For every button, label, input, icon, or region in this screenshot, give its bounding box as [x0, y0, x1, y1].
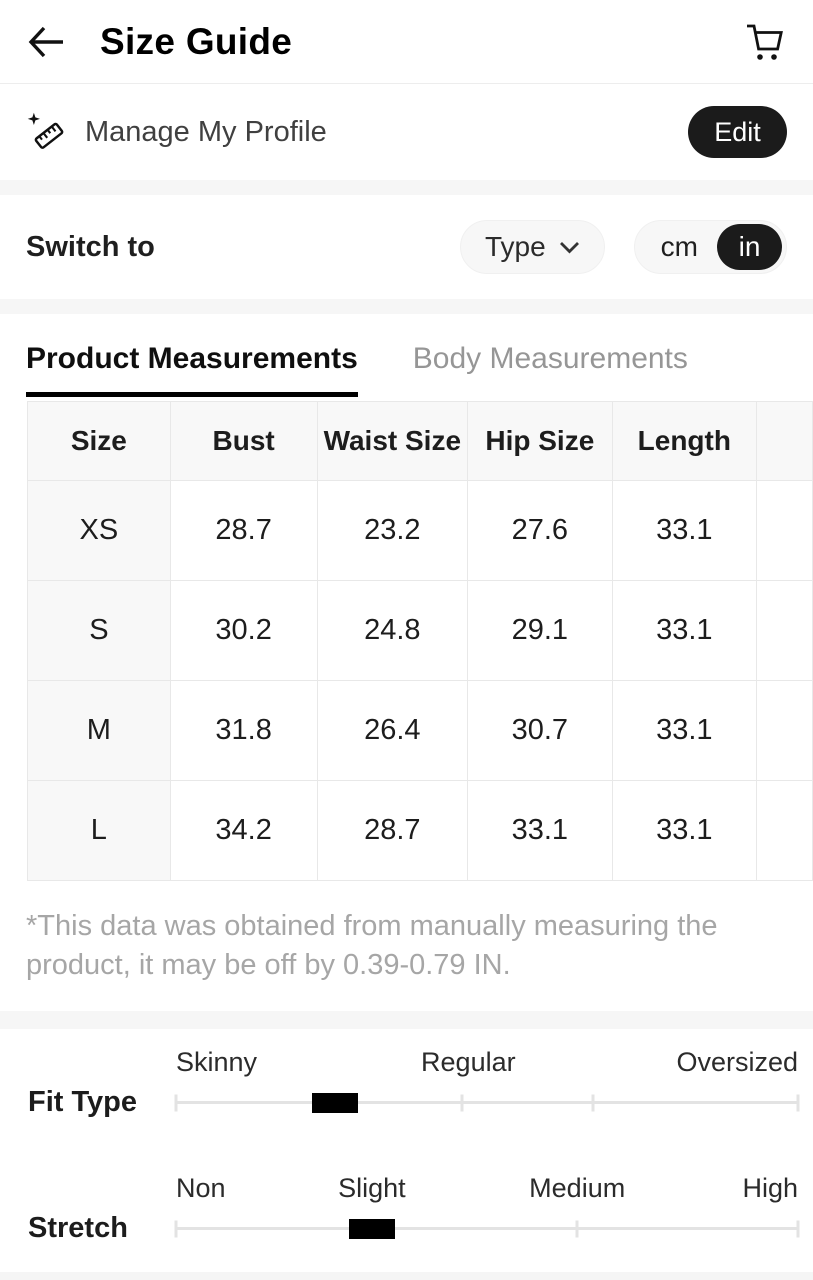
table-header-row: Size Bust Waist Size Hip Size Length: [27, 401, 813, 481]
cell-clipped: [755, 580, 813, 681]
tab-product-measurements[interactable]: Product Measurements: [26, 342, 358, 397]
fit-info-section: Fit Type Skinny Regular Oversized Str: [0, 1029, 813, 1251]
track-tick: [174, 1094, 178, 1112]
col-header-bust: Bust: [169, 401, 318, 481]
unit-option-in-selected[interactable]: in: [717, 224, 782, 270]
cell-value: 33.1: [611, 680, 757, 781]
cell-value: 27.6: [467, 480, 613, 581]
tab-body-measurements[interactable]: Body Measurements: [412, 342, 688, 375]
col-header-length: Length: [611, 401, 757, 481]
size-label: M: [27, 680, 171, 781]
cell-clipped: [755, 780, 813, 881]
fit-option-skinny: Skinny: [176, 1047, 258, 1077]
cell-value: 30.2: [169, 580, 318, 681]
cell-value: 24.8: [316, 580, 469, 681]
cell-clipped: [755, 480, 813, 581]
track-tick: [575, 1220, 579, 1238]
measuring-ruler-icon: [26, 111, 68, 153]
col-header-hip: Hip Size: [467, 401, 613, 481]
table-row: S 30.2 24.8 29.1 33.1: [27, 580, 813, 681]
stretch-track: [174, 1207, 800, 1251]
cell-value: 34.2: [169, 780, 318, 881]
stretch-indicator: [348, 1219, 395, 1239]
table-row: M 31.8 26.4 30.7 33.1: [27, 680, 813, 781]
stretch-option-slight: Slight: [338, 1173, 406, 1203]
col-header-waist: Waist Size: [316, 401, 469, 481]
cell-value: 23.2: [316, 480, 469, 581]
back-button[interactable]: [26, 24, 66, 60]
measurement-tabs: Product Measurements Body Measurements: [0, 314, 813, 397]
fit-option-regular: Regular: [421, 1047, 516, 1077]
size-table-wrap: Size Bust Waist Size Hip Size Length XS …: [27, 401, 813, 881]
fit-option-oversized: Oversized: [676, 1047, 798, 1077]
stretch-label: Stretch: [28, 1212, 128, 1244]
cell-value: 26.4: [316, 680, 469, 781]
shopping-cart-icon: [739, 19, 785, 65]
section-divider: [0, 180, 813, 195]
size-label: L: [27, 780, 171, 881]
stretch-option-non: Non: [176, 1173, 226, 1203]
track-tick: [796, 1094, 800, 1112]
col-header-clipped: [755, 401, 813, 481]
stretch-slider: Stretch Non Slight Medium High: [0, 1171, 813, 1251]
type-dropdown-label: Type: [484, 231, 546, 262]
unit-toggle[interactable]: cm in: [633, 220, 787, 274]
table-row: L 34.2 28.7 33.1 33.1: [27, 780, 813, 881]
fit-type-track: [174, 1081, 800, 1125]
manage-profile-label: Manage My Profile: [85, 115, 327, 148]
cell-value: 28.7: [316, 780, 469, 881]
cell-value: 30.7: [467, 680, 613, 781]
fit-type-label: Fit Type: [28, 1086, 138, 1118]
cell-value: 28.7: [169, 480, 318, 581]
type-dropdown[interactable]: Type: [459, 220, 605, 274]
edit-profile-button[interactable]: Edit: [688, 106, 787, 158]
stretch-option-high: High: [742, 1173, 798, 1203]
cell-clipped: [755, 680, 813, 781]
size-table: Size Bust Waist Size Hip Size Length XS …: [27, 401, 813, 881]
page-title: Size Guide: [100, 20, 293, 62]
manage-profile-row: Manage My Profile Edit: [0, 84, 813, 180]
bottom-divider: [0, 1272, 813, 1280]
fit-type-indicator: [311, 1093, 358, 1113]
track-tick: [460, 1094, 464, 1112]
section-divider: [0, 299, 813, 314]
switch-to-label: Switch to: [26, 230, 155, 263]
track-tick: [591, 1094, 595, 1112]
cell-value: 29.1: [467, 580, 613, 681]
arrow-left-icon: [27, 25, 65, 59]
switch-to-row: Switch to Type cm in: [0, 195, 813, 299]
size-label: XS: [27, 480, 171, 581]
measurement-disclaimer: *This data was obtained from manually me…: [26, 910, 718, 981]
cell-value: 33.1: [611, 480, 757, 581]
table-row: XS 28.7 23.2 27.6 33.1: [27, 480, 813, 581]
cell-value: 33.1: [611, 780, 757, 881]
section-divider: [0, 1011, 813, 1029]
top-bar: Size Guide: [0, 0, 813, 84]
size-label: S: [27, 580, 171, 681]
cell-value: 33.1: [611, 580, 757, 681]
cell-value: 31.8: [169, 680, 318, 781]
col-header-size: Size: [27, 401, 171, 481]
fit-type-slider: Fit Type Skinny Regular Oversized: [0, 1045, 813, 1125]
stretch-option-medium: Medium: [529, 1173, 626, 1203]
track-tick: [174, 1220, 178, 1238]
chevron-down-icon: [559, 241, 580, 254]
unit-option-cm[interactable]: cm: [660, 231, 698, 262]
cell-value: 33.1: [467, 780, 613, 881]
cart-button[interactable]: [737, 17, 787, 67]
track-tick: [796, 1220, 800, 1238]
